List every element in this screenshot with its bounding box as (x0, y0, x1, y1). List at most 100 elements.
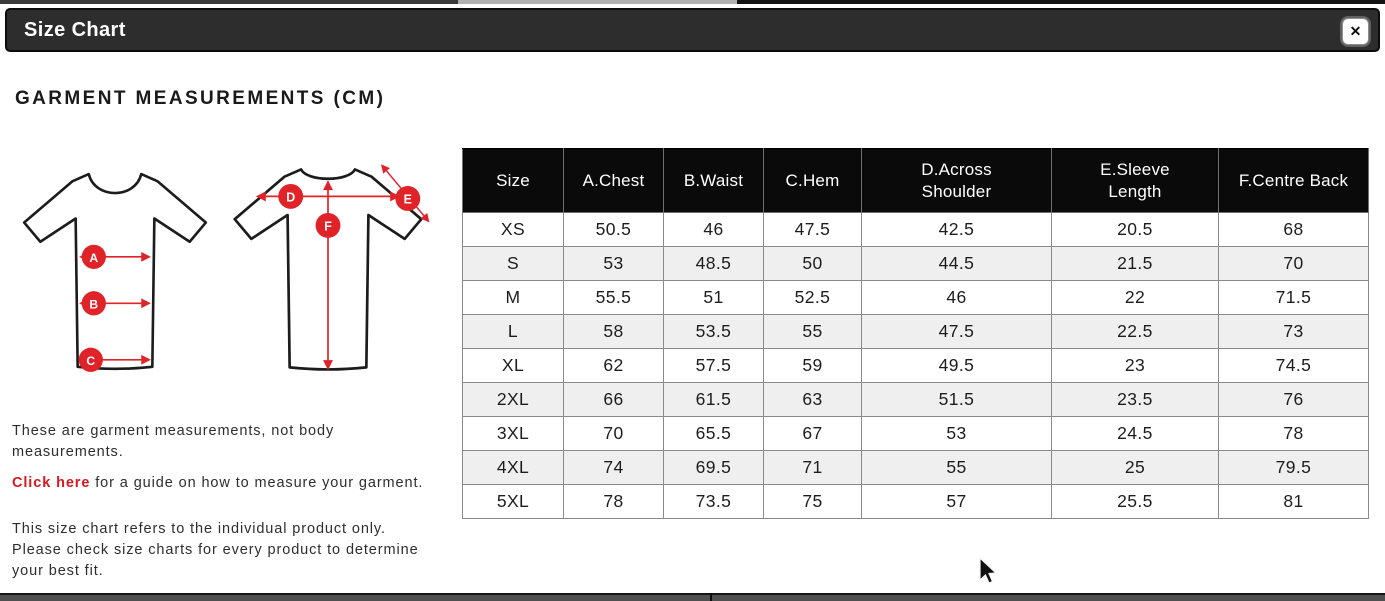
table-cell: 21.5 (1051, 246, 1219, 281)
front-label-c: C (86, 354, 95, 368)
front-label-b: B (89, 297, 98, 311)
table-cell: 81 (1218, 484, 1369, 519)
table-row: L 58 53.5 55 47.5 22.5 73 (462, 314, 1369, 349)
table-cell: 70 (563, 416, 664, 451)
table-cell: 73.5 (663, 484, 764, 519)
tshirt-front-outline (22, 172, 208, 371)
table-cell: 25.5 (1051, 484, 1219, 519)
table-cell: 3XL (462, 416, 564, 451)
table-row: XL 62 57.5 59 49.5 23 74.5 (462, 348, 1369, 383)
table-cell: XS (462, 212, 564, 247)
table-cell: 69.5 (663, 450, 764, 485)
table-cell: 46 (861, 280, 1052, 315)
table-cell: 63 (763, 382, 862, 417)
top-strip-segment (458, 0, 737, 4)
table-cell: 52.5 (763, 280, 862, 315)
table-row: 4XL 74 69.5 71 55 25 79.5 (462, 450, 1369, 485)
table-row: 5XL 78 73.5 75 57 25.5 81 (462, 484, 1369, 519)
table-cell: 76 (1218, 382, 1369, 417)
column-header: B.Waist (663, 148, 764, 213)
note-measure-guide-rest: for a guide on how to measure your garme… (90, 475, 424, 491)
measure-badge-a (81, 244, 106, 269)
table-cell: 25 (1051, 450, 1219, 485)
back-label-d: D (286, 191, 295, 205)
table-cell: 58 (563, 314, 664, 349)
measure-badge-c (78, 347, 103, 372)
table-cell: 53 (563, 246, 664, 281)
front-label-a: A (89, 251, 98, 265)
page-top-strip (0, 0, 1385, 5)
table-row: 3XL 70 65.5 67 53 24.5 78 (462, 416, 1369, 451)
note-garment-measurements: These are garment measurements, not body… (12, 423, 335, 461)
bottom-bar-divider (710, 593, 712, 601)
note-measure-guide: Click here for a guide on how to measure… (12, 473, 432, 494)
table-cell: 47.5 (763, 212, 862, 247)
table-cell: 23 (1051, 348, 1219, 383)
column-header: D.Across Shoulder (861, 148, 1052, 213)
table-cell: XL (462, 348, 564, 383)
table-cell: 51 (663, 280, 764, 315)
table-cell: 51.5 (861, 382, 1052, 417)
table-cell: 59 (763, 348, 862, 383)
column-header: C.Hem (763, 148, 862, 213)
table-cell: 78 (1218, 416, 1369, 451)
table-cell: 55 (861, 450, 1052, 485)
back-label-f: F (324, 220, 332, 234)
table-cell: 75 (763, 484, 862, 519)
garment-measurements-heading: GARMENT MEASUREMENTS (CM) (15, 88, 386, 109)
click-here-link[interactable]: Click here (12, 475, 91, 491)
table-row: S 53 48.5 50 44.5 21.5 70 (462, 246, 1369, 281)
table-cell: 50.5 (563, 212, 664, 247)
note-individual-product: This size chart refers to the individual… (12, 521, 419, 580)
table-row: 2XL 66 61.5 63 51.5 23.5 76 (462, 382, 1369, 417)
table-cell: 47.5 (861, 314, 1052, 349)
table-cell: 5XL (462, 484, 564, 519)
column-header: A.Chest (563, 148, 664, 213)
table-cell: 74.5 (1218, 348, 1369, 383)
table-cell: 48.5 (663, 246, 764, 281)
table-cell: 62 (563, 348, 664, 383)
table-cell: 53 (861, 416, 1052, 451)
table-cell: 67 (763, 416, 862, 451)
table-cell: 78 (563, 484, 664, 519)
table-cell: M (462, 280, 564, 315)
table-cell: 49.5 (861, 348, 1052, 383)
top-strip-segment (737, 0, 1385, 4)
table-cell: 42.5 (861, 212, 1052, 247)
column-header: Size (462, 148, 564, 213)
table-cell: 53.5 (663, 314, 764, 349)
table-cell: 20.5 (1051, 212, 1219, 247)
measure-badge-d (278, 183, 304, 209)
table-cell: 71 (763, 450, 862, 485)
size-chart-modal-header: Size Chart ✕ (5, 8, 1380, 52)
table-cell: 70 (1218, 246, 1369, 281)
column-header: E.Sleeve Length (1051, 148, 1219, 213)
table-cell: 73 (1218, 314, 1369, 349)
table-cell: 55 (763, 314, 862, 349)
table-cell: 44.5 (861, 246, 1052, 281)
measure-badge-b (81, 291, 106, 316)
table-cell: 66 (563, 382, 664, 417)
table-cell: 50 (763, 246, 862, 281)
back-label-e: E (404, 193, 412, 207)
size-chart-table: Size A.Chest B.Waist C.Hem D.Across Shoulder… (462, 148, 1369, 519)
table-cell: 23.5 (1051, 382, 1219, 417)
measure-badge-e (395, 186, 421, 211)
table-cell: 57.5 (663, 348, 764, 383)
modal-title: Size Chart (24, 18, 126, 41)
table-cell: 22 (1051, 280, 1219, 315)
tshirt-front-diagram: A B C (22, 172, 208, 372)
mouse-cursor (979, 556, 998, 584)
table-cell: 57 (861, 484, 1052, 519)
table-cell: 74 (563, 450, 664, 485)
column-header: F.Centre Back (1218, 148, 1369, 213)
table-cell: 46 (663, 212, 764, 247)
table-cell: L (462, 314, 564, 349)
table-row: M 55.5 51 52.5 46 22 71.5 (462, 280, 1369, 315)
table-cell: 24.5 (1051, 416, 1219, 451)
page-bottom-bar (0, 593, 1385, 601)
close-icon[interactable]: ✕ (1342, 18, 1369, 45)
table-cell: 61.5 (663, 382, 764, 417)
table-cell: S (462, 246, 564, 281)
table-cell: 79.5 (1218, 450, 1369, 485)
